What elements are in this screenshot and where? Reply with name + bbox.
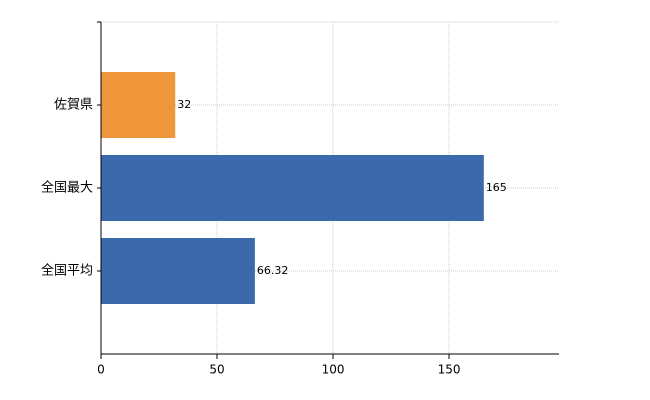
y-tick-label: 全国平均 [41,263,93,279]
bar [101,238,255,304]
x-tick-label: 50 [209,363,224,377]
y-tick-label: 全国最大 [41,180,93,196]
value-label: 66.32 [257,264,289,277]
bar [101,72,176,138]
y-tick-label: 佐賀県 [54,98,93,113]
value-label: 32 [177,98,191,111]
value-label: 165 [486,181,507,194]
x-tick-label: 100 [322,363,345,377]
x-tick-label: 150 [438,363,461,377]
bar [101,155,484,221]
x-tick-label: 0 [97,363,105,377]
